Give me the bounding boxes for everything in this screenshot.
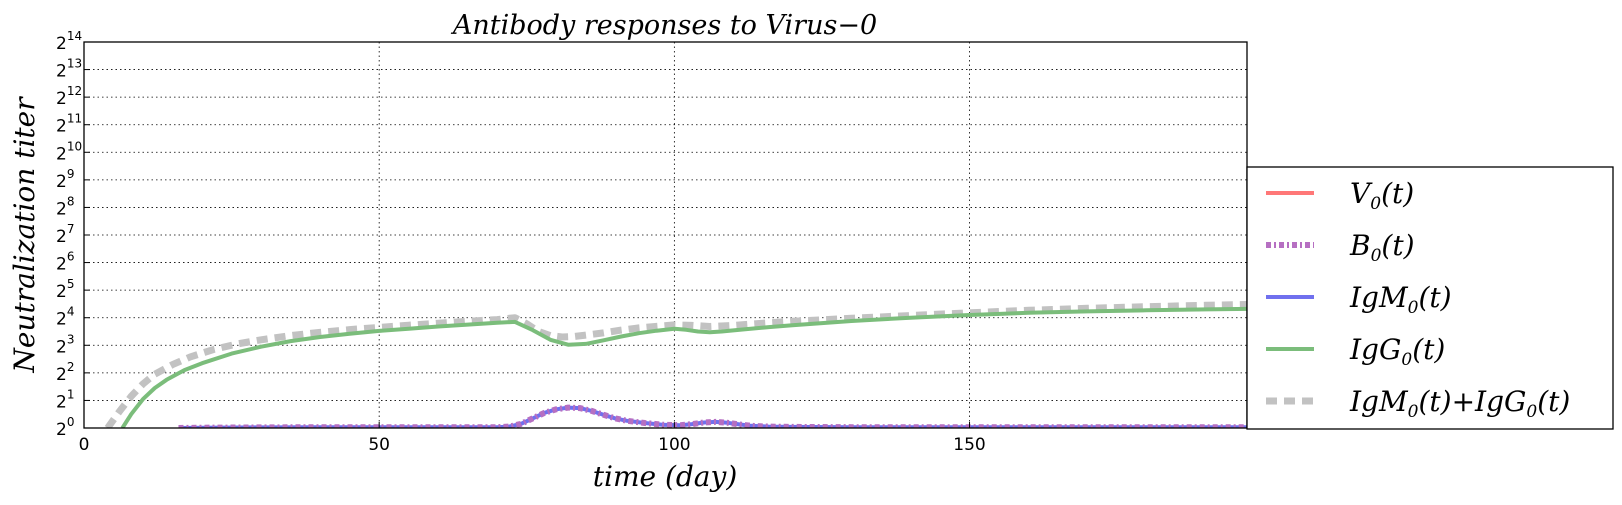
x-tick-label: 50 xyxy=(368,435,390,455)
y-tick-label: 211 xyxy=(56,112,82,137)
y-tick-label: 29 xyxy=(56,167,74,192)
legend: V0(t) B0(t) IgM0(t) IgG0(t) IgM0(t)+IgG0(t) xyxy=(1246,166,1614,430)
x-axis-label: time (day) xyxy=(593,460,738,493)
x-tick-label: 100 xyxy=(658,435,690,455)
legend-label: B0(t) xyxy=(1349,229,1415,266)
legend-label: IgM0(t)+IgG0(t) xyxy=(1349,385,1570,422)
x-tick-label: 0 xyxy=(79,435,90,455)
series-group xyxy=(104,301,1247,428)
series-line-1 xyxy=(178,404,1247,428)
y-tick-label: 24 xyxy=(56,305,74,330)
y-tick-label: 27 xyxy=(56,222,74,247)
y-tick-label: 214 xyxy=(56,29,82,54)
chart-title: Antibody responses to Virus−0 xyxy=(450,10,877,41)
x-tick-label: 150 xyxy=(953,435,985,455)
legend-label: IgM0(t) xyxy=(1349,281,1452,318)
y-tick-label: 23 xyxy=(56,332,74,357)
y-tick-label: 210 xyxy=(56,139,82,164)
series-line-3 xyxy=(120,306,1247,428)
y-tick-label: 28 xyxy=(56,194,74,219)
grid xyxy=(84,42,1247,428)
series-line-4 xyxy=(104,301,1247,428)
y-tick-label: 20 xyxy=(56,415,74,440)
legend-label: IgG0(t) xyxy=(1349,333,1445,370)
y-tick-label: 21 xyxy=(56,387,74,412)
y-tick-label: 25 xyxy=(56,277,74,302)
y-tick-label: 212 xyxy=(56,84,82,109)
y-tick-label: 26 xyxy=(56,250,74,275)
y-axis-label: Neutralization titer xyxy=(8,96,41,374)
legend-label: V0(t) xyxy=(1350,177,1414,214)
y-tick-label: 213 xyxy=(56,57,82,82)
y-tick-label: 22 xyxy=(56,360,74,385)
x-tick-labels: 0 50 100 150 xyxy=(79,422,986,455)
